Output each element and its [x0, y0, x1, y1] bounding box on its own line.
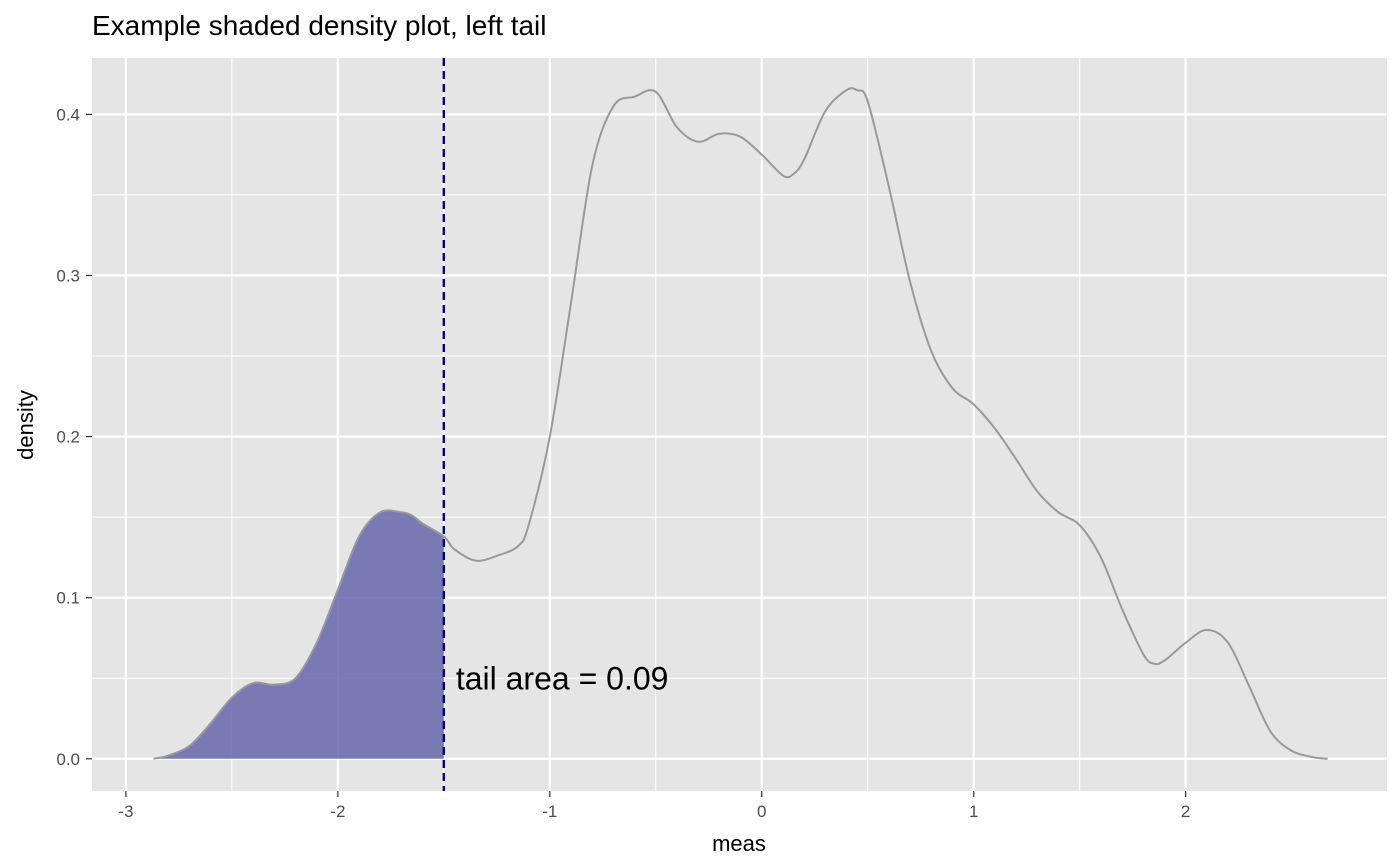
x-tick-label: -1	[542, 802, 557, 821]
x-axis-title: meas	[712, 831, 766, 856]
y-tick-label: 0.0	[56, 750, 80, 769]
panel-background	[92, 58, 1387, 791]
y-axis-title: density	[13, 390, 38, 460]
x-tick-label: 0	[757, 802, 766, 821]
x-tick-label: -3	[118, 802, 133, 821]
x-tick-label: 1	[969, 802, 978, 821]
chart-title: Example shaded density plot, left tail	[92, 10, 546, 41]
x-axis-ticks: -3 -2 -1 0 1 2	[118, 791, 1190, 821]
y-tick-label: 0.1	[56, 589, 80, 608]
y-axis-ticks: 0.0 0.1 0.2 0.3 0.4	[56, 105, 92, 769]
x-tick-label: -2	[330, 802, 345, 821]
plot-area	[92, 58, 1387, 791]
tail-area-fill	[153, 510, 444, 759]
density-curve	[153, 87, 1328, 760]
x-tick-label: 2	[1181, 802, 1190, 821]
y-tick-label: 0.3	[56, 266, 80, 285]
y-tick-label: 0.2	[56, 428, 80, 447]
tail-area-annotation: tail area = 0.09	[456, 661, 669, 697]
y-tick-label: 0.4	[56, 105, 80, 124]
